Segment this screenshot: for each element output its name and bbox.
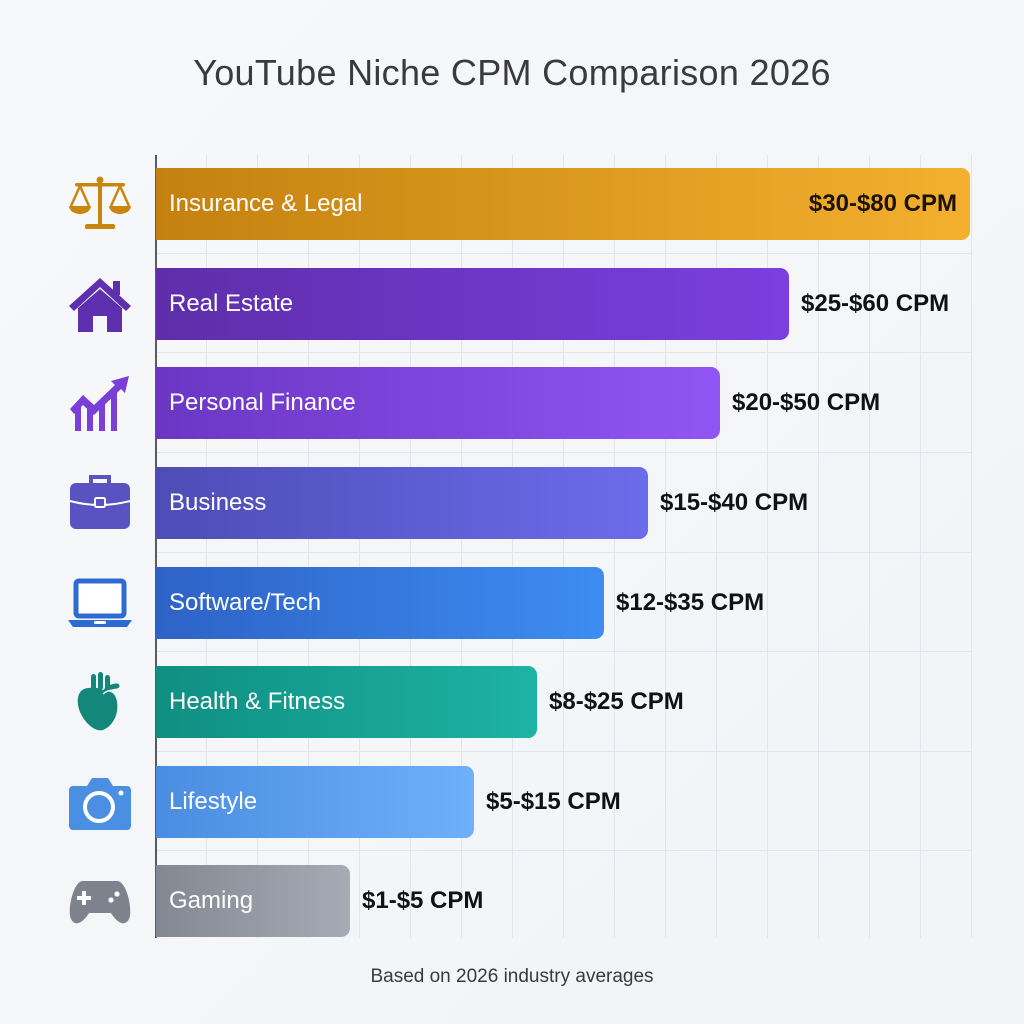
- bar-personal-finance[interactable]: Personal Finance: [156, 367, 720, 439]
- bar-label: Software/Tech: [169, 589, 322, 616]
- bar-label: Insurance & Legal: [169, 190, 363, 217]
- bar-value: $15-$40 CPM: [660, 489, 809, 516]
- bar-row-insurance-legal: Insurance & Legal $30-$80 CPM: [0, 168, 1024, 240]
- gridline-vertical: [665, 155, 666, 938]
- bar-label: Gaming: [169, 887, 254, 914]
- y-axis-line: [155, 155, 157, 938]
- bar-row-gaming: Gaming $1-$5 CPM: [0, 865, 1024, 937]
- gridline-vertical: [920, 155, 921, 938]
- camera-icon: [64, 774, 136, 830]
- footnote: Based on 2026 industry averages: [370, 966, 654, 987]
- bar-lifestyle[interactable]: Lifestyle: [156, 766, 474, 838]
- gridline-horizontal: [155, 850, 971, 851]
- gridline-horizontal: [155, 751, 971, 752]
- gridline-vertical: [359, 155, 360, 938]
- chart-title: YouTube Niche CPM Comparison 2026: [193, 52, 831, 93]
- bar-row-software-tech: Software/Tech $12-$35 CPM: [0, 567, 1024, 639]
- bar-label: Business: [169, 489, 267, 516]
- bar-value: $30-$80 CPM: [808, 190, 957, 217]
- bar-health-fitness[interactable]: Health & Fitness: [156, 666, 537, 738]
- bar-label: Personal Finance: [169, 389, 356, 416]
- gridline-vertical: [308, 155, 309, 938]
- bar-gaming[interactable]: Gaming: [156, 865, 350, 937]
- gridline-vertical: [461, 155, 462, 938]
- gridline-vertical: [206, 155, 207, 938]
- bar-value: $12-$35 CPM: [616, 589, 765, 616]
- bar-row-lifestyle: Lifestyle $5-$15 CPM: [0, 766, 1024, 838]
- gridline-vertical: [971, 155, 972, 938]
- gridline-horizontal: [155, 651, 971, 652]
- bar-insurance-legal[interactable]: Insurance & Legal $30-$80 CPM: [156, 168, 970, 240]
- gridline-horizontal: [155, 253, 971, 254]
- briefcase-icon: [64, 475, 136, 531]
- bar-value: $8-$25 CPM: [549, 688, 684, 715]
- gamepad-icon: [64, 873, 136, 929]
- bar-value: $25-$60 CPM: [801, 290, 950, 317]
- growth-chart-icon: [64, 375, 136, 431]
- plot-area: [155, 155, 972, 938]
- bar-row-health-fitness: Health & Fitness $8-$25 CPM: [0, 666, 1024, 738]
- bar-value: $5-$15 CPM: [486, 788, 621, 815]
- bar-business[interactable]: Business: [156, 467, 648, 539]
- bar-row-business: Business $15-$40 CPM: [0, 467, 1024, 539]
- bar-label: Real Estate: [169, 290, 294, 317]
- gridline-vertical: [512, 155, 513, 938]
- gridline-vertical: [614, 155, 615, 938]
- gridline-vertical: [716, 155, 717, 938]
- gridline-horizontal: [155, 452, 971, 453]
- gridline-vertical: [818, 155, 819, 938]
- bar-row-real-estate: Real Estate $25-$60 CPM: [0, 268, 1024, 340]
- bar-software-tech[interactable]: Software/Tech: [156, 567, 604, 639]
- bar-real-estate[interactable]: Real Estate: [156, 268, 789, 340]
- bar-label: Lifestyle: [169, 788, 258, 815]
- gridline-horizontal: [155, 352, 971, 353]
- heart-organ-icon: [64, 672, 136, 731]
- gridline-vertical: [257, 155, 258, 938]
- laptop-icon: [64, 575, 136, 631]
- gridline-horizontal: [155, 552, 971, 553]
- house-icon: [64, 276, 136, 332]
- bar-row-personal-finance: Personal Finance $20-$50 CPM: [0, 367, 1024, 439]
- gridline-vertical: [767, 155, 768, 938]
- bar-value: $20-$50 CPM: [732, 389, 881, 416]
- bar-value: $1-$5 CPM: [362, 887, 484, 914]
- gridline-vertical: [410, 155, 411, 938]
- scales-of-justice-icon: [64, 176, 136, 232]
- gridline-vertical: [563, 155, 564, 938]
- gridline-vertical: [869, 155, 870, 938]
- bar-label: Health & Fitness: [169, 688, 346, 715]
